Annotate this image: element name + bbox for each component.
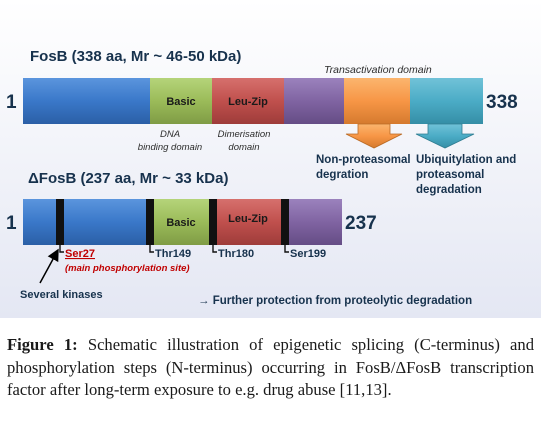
fosb-basic-domain <box>150 78 212 124</box>
ser27-connector <box>59 245 64 253</box>
fosb-basic-label: Basic <box>166 96 195 108</box>
fosb-orange-domain <box>344 78 410 124</box>
caption-label: Figure 1: <box>7 335 78 354</box>
caption-text: Schematic illustration of epigenetic spl… <box>7 335 534 399</box>
ubiquitylation-line1: Ubiquitylation and <box>416 154 516 166</box>
dna-binding-line2: binding domain <box>138 142 202 153</box>
fosb-title: FosB (338 aa, Mr ~ 46-50 kDa) <box>30 48 241 65</box>
thr180-label: Thr180 <box>218 248 254 260</box>
ser27-label: Ser27 <box>65 248 95 260</box>
dfosb-end-label: 237 <box>345 213 377 234</box>
dfosb-purple-domain <box>284 199 342 245</box>
dfosb-nterm-domain <box>23 199 150 245</box>
ser199-label: Ser199 <box>290 248 326 260</box>
fosb-purple-domain <box>284 78 344 124</box>
fosb-end-label: 338 <box>486 92 518 113</box>
fosb-teal-domain <box>410 78 483 124</box>
ser27-site-bar <box>56 199 64 245</box>
nonproteasomal-line1: Non-proteasomal <box>316 154 411 166</box>
dimerisation-line1: Dimerisation <box>218 129 271 140</box>
ser199-site-bar <box>281 199 289 245</box>
kinases-label: Several kinases <box>20 289 103 301</box>
thr149-label: Thr149 <box>155 248 191 260</box>
ser199-connector <box>284 245 289 253</box>
fosb-leuzip-label: Leu-Zip <box>228 96 268 108</box>
nonproteasomal-line2: degration <box>316 169 368 181</box>
figure-caption: Figure 1: Schematic illustration of epig… <box>7 334 534 402</box>
dimerisation-line2: domain <box>228 142 259 153</box>
thr149-site-bar <box>146 199 154 245</box>
dfosb-start-label: 1 <box>6 213 17 234</box>
dfosb-basic-domain <box>150 199 212 245</box>
thr180-site-bar <box>209 199 217 245</box>
fosb-diagram: FosB (338 aa, Mr ~ 46-50 kDa) Transactiv… <box>0 0 541 318</box>
fosb-leuzip-domain <box>212 78 284 124</box>
figure-panel <box>0 0 541 318</box>
nonproteasomal-arrow <box>345 123 403 149</box>
ubiquitylation-arrow <box>415 123 475 149</box>
ser27-note: (main phosphorylation site) <box>65 263 190 274</box>
kinases-arrow <box>39 248 59 284</box>
transactivation-label: Transactivation domain <box>324 64 432 76</box>
thr149-connector <box>149 245 154 253</box>
fosb-nterm-domain <box>23 78 150 124</box>
protection-note: → Further protection from proteolytic de… <box>198 295 472 307</box>
dfosb-leuzip-domain <box>212 199 284 245</box>
thr180-connector <box>212 245 217 253</box>
ubiquitylation-line3: degradation <box>416 184 482 196</box>
dna-binding-line1: DNA <box>160 129 180 140</box>
dfosb-title: ΔFosB (237 aa, Mr ~ 33 kDa) <box>28 170 228 187</box>
fosb-start-label: 1 <box>6 92 17 113</box>
ubiquitylation-line2: proteasomal <box>416 169 484 181</box>
dfosb-leuzip-label: Leu-Zip <box>228 213 268 225</box>
dfosb-basic-label: Basic <box>166 217 195 229</box>
